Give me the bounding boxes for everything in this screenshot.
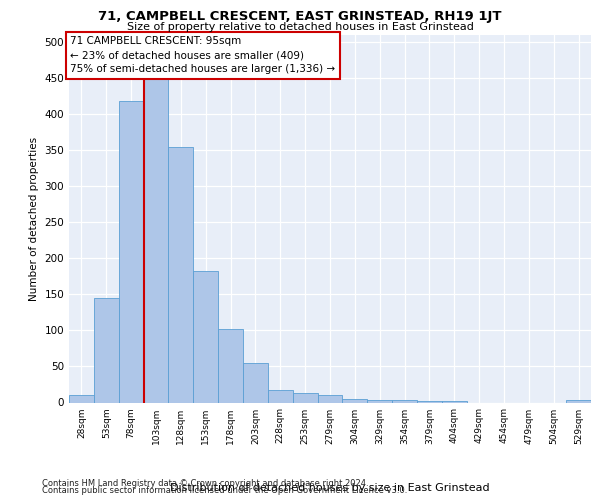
Y-axis label: Number of detached properties: Number of detached properties	[29, 136, 39, 301]
Text: 71, CAMPBELL CRESCENT, EAST GRINSTEAD, RH19 1JT: 71, CAMPBELL CRESCENT, EAST GRINSTEAD, R…	[98, 10, 502, 23]
Text: 71 CAMPBELL CRESCENT: 95sqm
← 23% of detached houses are smaller (409)
75% of se: 71 CAMPBELL CRESCENT: 95sqm ← 23% of det…	[70, 36, 335, 74]
Bar	[343, 399, 367, 402]
Text: Contains public sector information licensed under the Open Government Licence v3: Contains public sector information licen…	[42, 486, 407, 495]
X-axis label: Distribution of detached houses by size in East Grinstead: Distribution of detached houses by size …	[170, 482, 490, 492]
Bar	[119, 102, 143, 403]
Text: Contains HM Land Registry data © Crown copyright and database right 2024.: Contains HM Land Registry data © Crown c…	[42, 478, 368, 488]
Bar	[243, 363, 268, 403]
Bar	[193, 270, 218, 402]
Bar	[417, 401, 442, 402]
Bar	[69, 396, 94, 402]
Bar	[367, 400, 392, 402]
Bar	[218, 329, 243, 402]
Text: Size of property relative to detached houses in East Grinstead: Size of property relative to detached ho…	[127, 22, 473, 32]
Bar	[169, 146, 193, 402]
Bar	[566, 400, 591, 402]
Bar	[442, 401, 467, 402]
Bar	[268, 390, 293, 402]
Bar	[392, 400, 417, 402]
Bar	[94, 298, 119, 403]
Bar	[293, 393, 317, 402]
Bar	[317, 396, 343, 402]
Bar	[143, 68, 169, 402]
